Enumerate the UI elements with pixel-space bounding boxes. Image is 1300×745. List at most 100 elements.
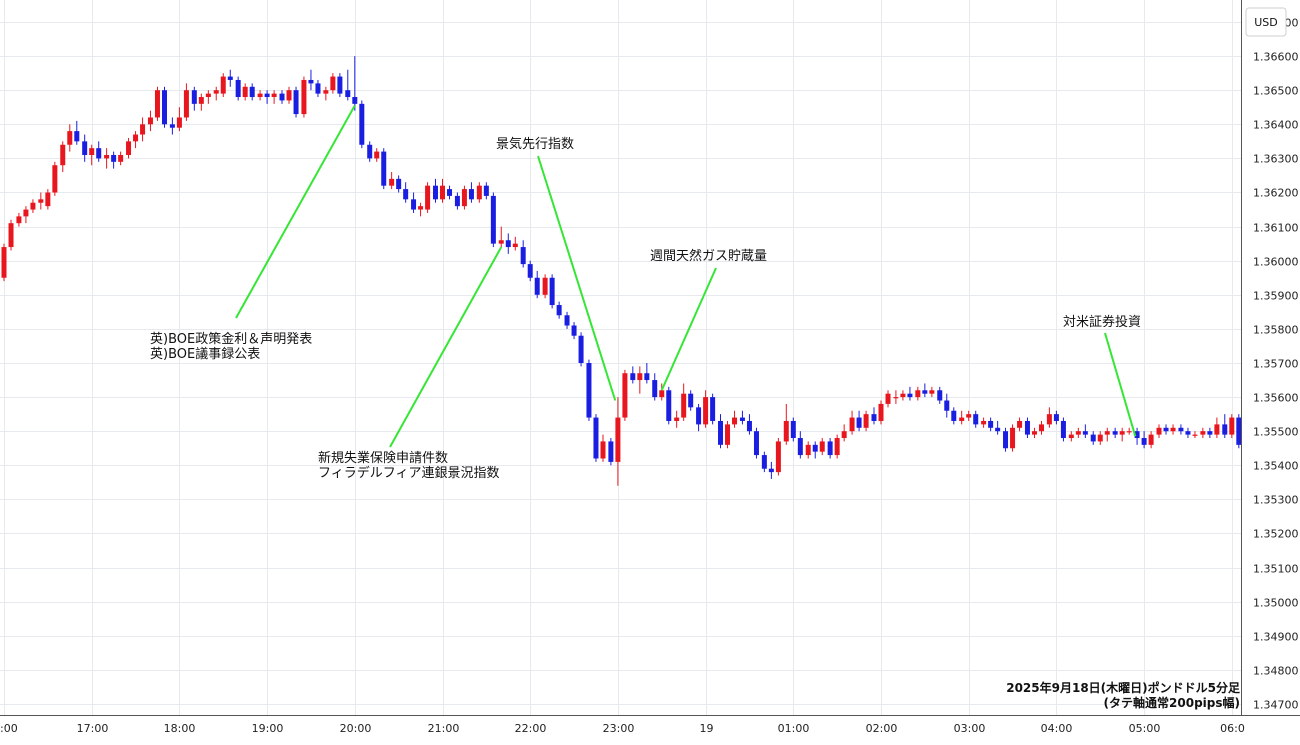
chart-footer-title: 2025年9月18日(木曜日)ポンドドル5分足 xyxy=(1006,680,1240,695)
candle-body xyxy=(1148,434,1154,445)
candle-body xyxy=(454,195,460,207)
candle-body xyxy=(183,90,189,118)
candle-body xyxy=(746,420,752,432)
y-tick-label: 1.35400 xyxy=(1253,460,1299,473)
annotations: 英)BOE政策金利＆声明発表英)BOE議事録公表新規失業保険申請件数フィラデルフ… xyxy=(150,105,1141,481)
candle-body xyxy=(951,410,957,421)
y-tick-label: 1.35900 xyxy=(1253,290,1299,303)
annotation-label: 対米証券投資 xyxy=(1063,314,1141,330)
y-tick-label: 1.35000 xyxy=(1253,597,1299,610)
candle-body xyxy=(308,79,314,84)
candle-body xyxy=(169,124,175,128)
candle-body xyxy=(900,393,906,398)
y-tick-label: 1.35800 xyxy=(1253,324,1299,337)
candle-body xyxy=(1170,427,1176,432)
candle-body xyxy=(367,144,373,159)
y-tick-label: 1.36600 xyxy=(1253,51,1299,64)
candle-body xyxy=(352,97,358,104)
candle-body xyxy=(301,79,307,115)
candle-body xyxy=(995,427,1001,432)
candle-body xyxy=(871,414,877,421)
candle-body xyxy=(476,185,482,200)
candle-body xyxy=(67,131,73,145)
candle-body xyxy=(111,154,117,162)
x-tick-label: 03:00 xyxy=(954,722,986,735)
candle-body xyxy=(630,373,636,381)
candle-body xyxy=(1222,424,1228,435)
candle-body xyxy=(126,141,132,155)
annotation-label: 英)BOE議事録公表 xyxy=(150,347,260,362)
candle-body xyxy=(981,420,987,425)
y-tick-label: 1.35700 xyxy=(1253,358,1299,371)
time-axis[interactable]: :00 17:00 18:00 19:00 20:00 21:00 22:00 23:00 19… xyxy=(0,722,1245,735)
candle-body xyxy=(104,154,110,159)
candle-body xyxy=(856,417,862,428)
candle-body xyxy=(330,76,336,91)
price-axis[interactable]: 1.367001.366001.365001.364001.363001.362… xyxy=(1253,17,1299,712)
candle-body xyxy=(797,438,803,456)
annotation-pointer-line xyxy=(235,105,356,319)
candle-body xyxy=(944,400,950,411)
candle-body xyxy=(337,76,343,94)
annotation-label: 景気先行指数 xyxy=(496,136,574,152)
x-tick-label: 04:00 xyxy=(1041,722,1073,735)
x-tick-label: 01:00 xyxy=(778,722,810,735)
candle-body xyxy=(637,373,643,381)
candle-body xyxy=(966,414,972,418)
y-tick-label: 1.35600 xyxy=(1253,392,1299,405)
annotation-label: 新規失業保険申請件数 xyxy=(318,450,448,466)
y-tick-label: 1.34700 xyxy=(1253,699,1299,712)
candle-body xyxy=(644,373,650,381)
candle-body xyxy=(1185,431,1191,435)
candle-body xyxy=(1236,417,1242,445)
candle-body xyxy=(1097,434,1103,442)
candle-body xyxy=(937,390,943,401)
y-tick-label: 1.36500 xyxy=(1253,85,1299,98)
candle-body xyxy=(286,90,292,101)
candle-body xyxy=(403,189,409,200)
candle-body xyxy=(483,185,489,196)
candle-body xyxy=(1163,427,1169,432)
candle-body xyxy=(235,79,241,98)
candle-body xyxy=(82,141,88,155)
candle-body xyxy=(973,414,979,425)
candle-body xyxy=(1214,424,1220,435)
candle-body xyxy=(768,468,774,473)
candle-body xyxy=(52,165,58,193)
candle-body xyxy=(440,185,445,200)
candle-body xyxy=(915,390,921,398)
candle-body xyxy=(922,390,928,394)
candle-body xyxy=(615,417,621,462)
x-tick-label: 02:00 xyxy=(866,722,898,735)
candle-body xyxy=(381,151,387,186)
candle-body xyxy=(542,277,548,295)
candle-body xyxy=(74,131,80,142)
candle-body xyxy=(834,438,840,456)
annotation-label: 週間天然ガス貯蔵量 xyxy=(650,248,767,264)
candle-body xyxy=(96,148,102,159)
candle-body xyxy=(1126,431,1132,433)
candle-body xyxy=(761,455,767,469)
candle-body xyxy=(1060,420,1066,439)
candle-body xyxy=(1090,434,1096,442)
candle-body xyxy=(732,417,738,425)
candle-body xyxy=(227,76,233,80)
candle-body xyxy=(1003,431,1009,449)
y-tick-label: 1.36200 xyxy=(1253,187,1299,200)
candle-body xyxy=(1038,424,1044,432)
candle-body xyxy=(805,444,811,456)
y-tick-label: 1.36400 xyxy=(1253,119,1299,132)
candle-body xyxy=(827,441,833,456)
candle-body xyxy=(1141,438,1147,445)
candle-body xyxy=(323,90,329,94)
candle-body xyxy=(1017,420,1023,428)
candle-body xyxy=(1200,431,1206,435)
candle-body xyxy=(1119,431,1125,435)
candle-body xyxy=(447,189,453,196)
candle-body xyxy=(140,124,146,135)
candle-body xyxy=(725,424,731,445)
candle-body xyxy=(1,247,7,278)
candle-body xyxy=(753,431,759,456)
currency-badge[interactable] xyxy=(1245,7,1287,37)
